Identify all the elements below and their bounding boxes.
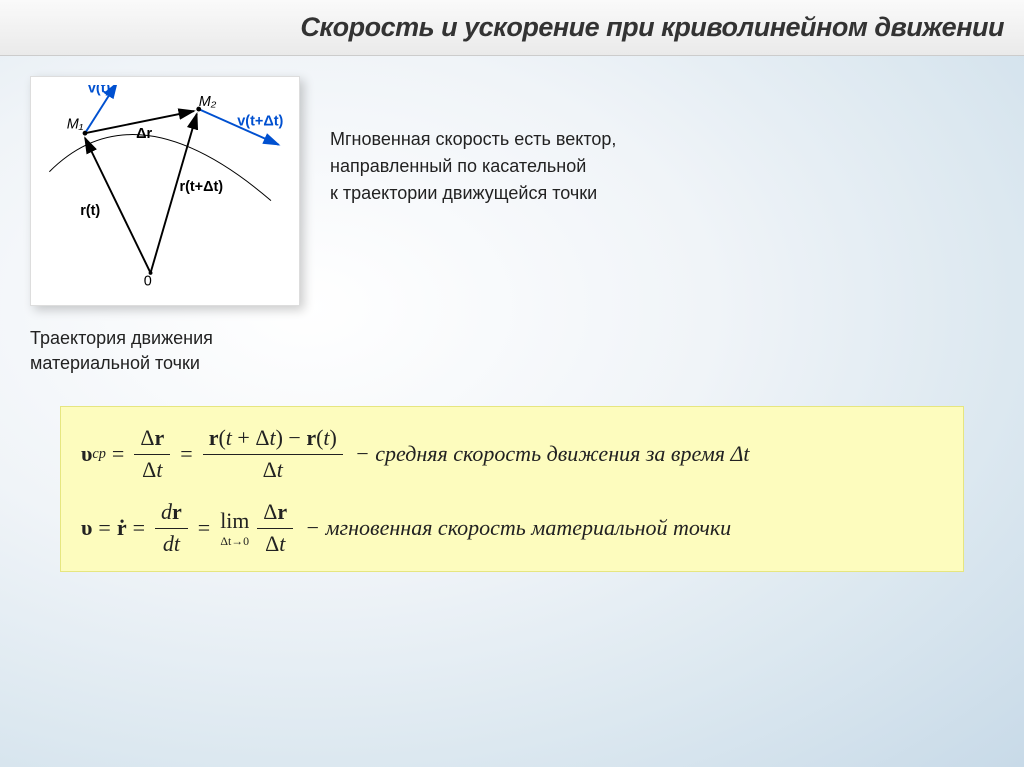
inst-velocity-formula: υ = ṙ = dr dt = lim Δt→0 Δr Δt − мгновен… [81, 499, 943, 557]
avg-frac1-den: Δt [136, 455, 168, 483]
inst-frac2-num: Δr [257, 499, 293, 528]
lim-top: lim [220, 508, 249, 534]
m1-point [83, 131, 88, 136]
inst-frac-2: Δr Δt [257, 499, 293, 557]
description-block: Мгновенная скорость есть вектор, направл… [330, 76, 616, 207]
content-row: 0 r(t) r(t+Δt) Δr M₁ M₂ v(t) v(t+Δt) [0, 56, 1024, 316]
caption-line-1: Траектория движения [30, 326, 994, 351]
eq-sign: = [98, 515, 110, 541]
inst-frac2-den: Δt [259, 529, 291, 557]
lim-bot: Δt→0 [220, 534, 249, 548]
eq-sign: = [198, 515, 210, 541]
desc-line-2: направленный по касательной [330, 153, 616, 180]
avg-lhs-sub: ср [92, 446, 106, 463]
inst-desc: − мгновенная скорость материальной точки [305, 515, 731, 541]
desc-line-1: Мгновенная скорость есть вектор, [330, 126, 616, 153]
eq-sign: = [180, 441, 192, 467]
origin-label: 0 [144, 273, 152, 289]
avg-velocity-formula: υср = Δr Δt = r(t + Δt) − r(t) Δt − сред… [81, 425, 943, 483]
vtdt-label: v(t+Δt) [237, 113, 283, 129]
m2-label: M₂ [199, 94, 217, 110]
m2-point [196, 107, 201, 112]
diagram-svg: 0 r(t) r(t+Δt) Δr M₁ M₂ v(t) v(t+Δt) [39, 85, 291, 297]
title-bar: Скорость и ускорение при криволинейном д… [0, 0, 1024, 56]
avg-frac-1: Δr Δt [134, 425, 170, 483]
avg-lhs: υ [81, 441, 92, 467]
inst-frac-1: dr dt [155, 499, 188, 557]
avg-frac2-num: r(t + Δt) − r(t) [203, 425, 343, 454]
diagram-caption: Траектория движения материальной точки [0, 316, 1024, 396]
origin-point [149, 271, 153, 275]
avg-frac1-num: Δr [134, 425, 170, 454]
inst-lhs2: ṙ [117, 515, 127, 541]
trajectory-diagram: 0 r(t) r(t+Δt) Δr M₁ M₂ v(t) v(t+Δt) [30, 76, 300, 306]
dr-label: Δr [136, 126, 152, 142]
limit: lim Δt→0 [220, 508, 249, 548]
eq-sign: = [112, 441, 124, 467]
caption-line-2: материальной точки [30, 351, 994, 376]
rt-label: r(t) [80, 203, 100, 219]
inst-frac1-den: dt [157, 529, 186, 557]
inst-frac1-num: dr [155, 499, 188, 528]
formula-box: υср = Δr Δt = r(t + Δt) − r(t) Δt − сред… [60, 406, 964, 572]
avg-desc: − средняя скорость движения за время Δt [355, 441, 750, 467]
avg-frac-2: r(t + Δt) − r(t) Δt [203, 425, 343, 483]
slide-title: Скорость и ускорение при криволинейном д… [20, 12, 1004, 43]
eq-sign: = [133, 515, 145, 541]
rtdt-label: r(t+Δt) [179, 179, 223, 195]
vt-label: v(t) [88, 85, 111, 97]
desc-line-3: к траектории движущейся точки [330, 180, 616, 207]
trajectory-curve [49, 135, 271, 201]
m1-label: M₁ [67, 116, 84, 132]
avg-frac2-den: Δt [257, 455, 289, 483]
inst-lhs1: υ [81, 515, 92, 541]
